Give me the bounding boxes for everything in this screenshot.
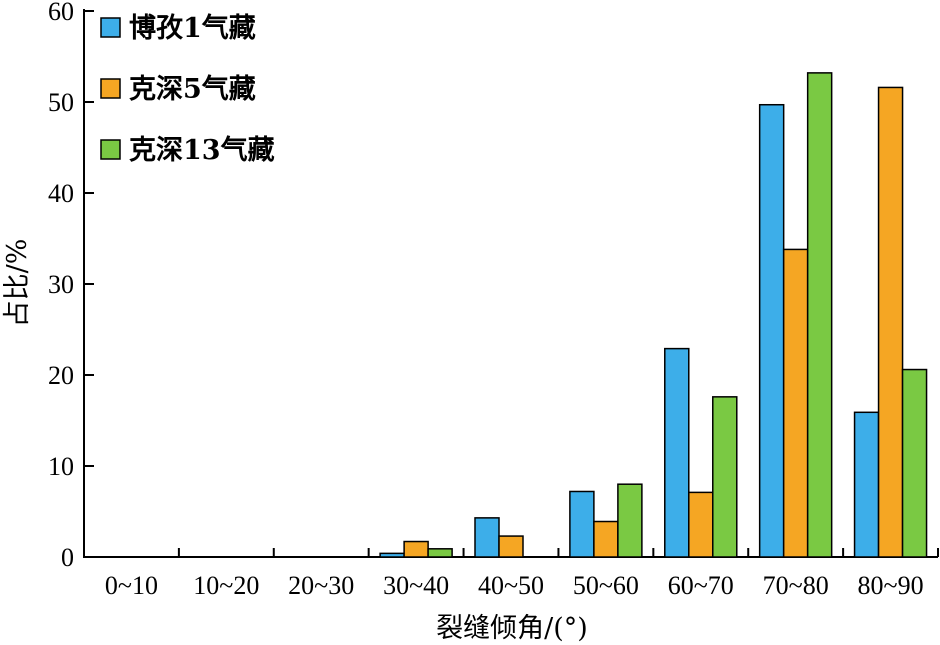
- bar-2-40~50: [498, 535, 524, 558]
- legend-label: 克深5气藏: [129, 73, 256, 105]
- bar-2-50~60: [593, 520, 619, 558]
- bar-1-40~50: [474, 517, 500, 558]
- x-axis: 0~10 10~20 20~30 30~40 40~50 50~60 60~70 70~80 8…: [83, 548, 939, 600]
- x-axis-title: 裂缝倾角/(°): [436, 613, 588, 644]
- y-tick-label: 30: [48, 270, 74, 299]
- y-tick-label: 0: [61, 543, 74, 572]
- bar-3-80~90: [901, 368, 928, 558]
- y-tick-label: 20: [48, 361, 74, 390]
- x-tick-label: 20~30: [288, 571, 354, 600]
- x-tick-label: 0~10: [105, 571, 158, 600]
- x-tick-label: 70~80: [763, 571, 829, 600]
- legend-label: 克深13气藏: [129, 134, 275, 166]
- y-axis-title: 占比/%: [2, 239, 33, 328]
- y-tick-label: 40: [48, 179, 74, 208]
- y-tick-label: 50: [48, 88, 74, 117]
- y-axis: 0 10 20 30 40 50 60: [48, 0, 94, 572]
- bars: [379, 72, 928, 558]
- bar-2-30~40: [403, 540, 429, 558]
- y-tick-label: 60: [48, 0, 74, 26]
- bar-1-70~80: [758, 103, 785, 558]
- x-tick-label: 10~20: [193, 571, 259, 600]
- bar-2-70~80: [782, 248, 809, 558]
- bar-1-50~60: [569, 490, 595, 558]
- x-tick-label: 60~70: [668, 571, 734, 600]
- bar-1-60~70: [664, 347, 690, 558]
- x-tick-label: 40~50: [478, 571, 544, 600]
- bar-2-60~70: [688, 491, 714, 558]
- bar-3-60~70: [712, 396, 738, 558]
- legend-label: 博孜1气藏: [129, 12, 256, 44]
- x-tick-label: 50~60: [573, 571, 639, 600]
- legend-swatch: [100, 139, 121, 160]
- bar-1-80~90: [853, 411, 880, 558]
- bar-2-80~90: [877, 86, 904, 558]
- bar-3-50~60: [617, 483, 643, 558]
- y-tick-label: 10: [48, 452, 74, 481]
- bar-3-70~80: [806, 72, 833, 558]
- x-tick-label: 30~40: [383, 571, 449, 600]
- bar-1-30~40: [379, 552, 405, 558]
- bar-3-30~40: [427, 548, 453, 558]
- legend-swatch: [100, 17, 121, 38]
- x-tick-label: 80~90: [858, 571, 924, 600]
- legend-swatch: [100, 78, 121, 99]
